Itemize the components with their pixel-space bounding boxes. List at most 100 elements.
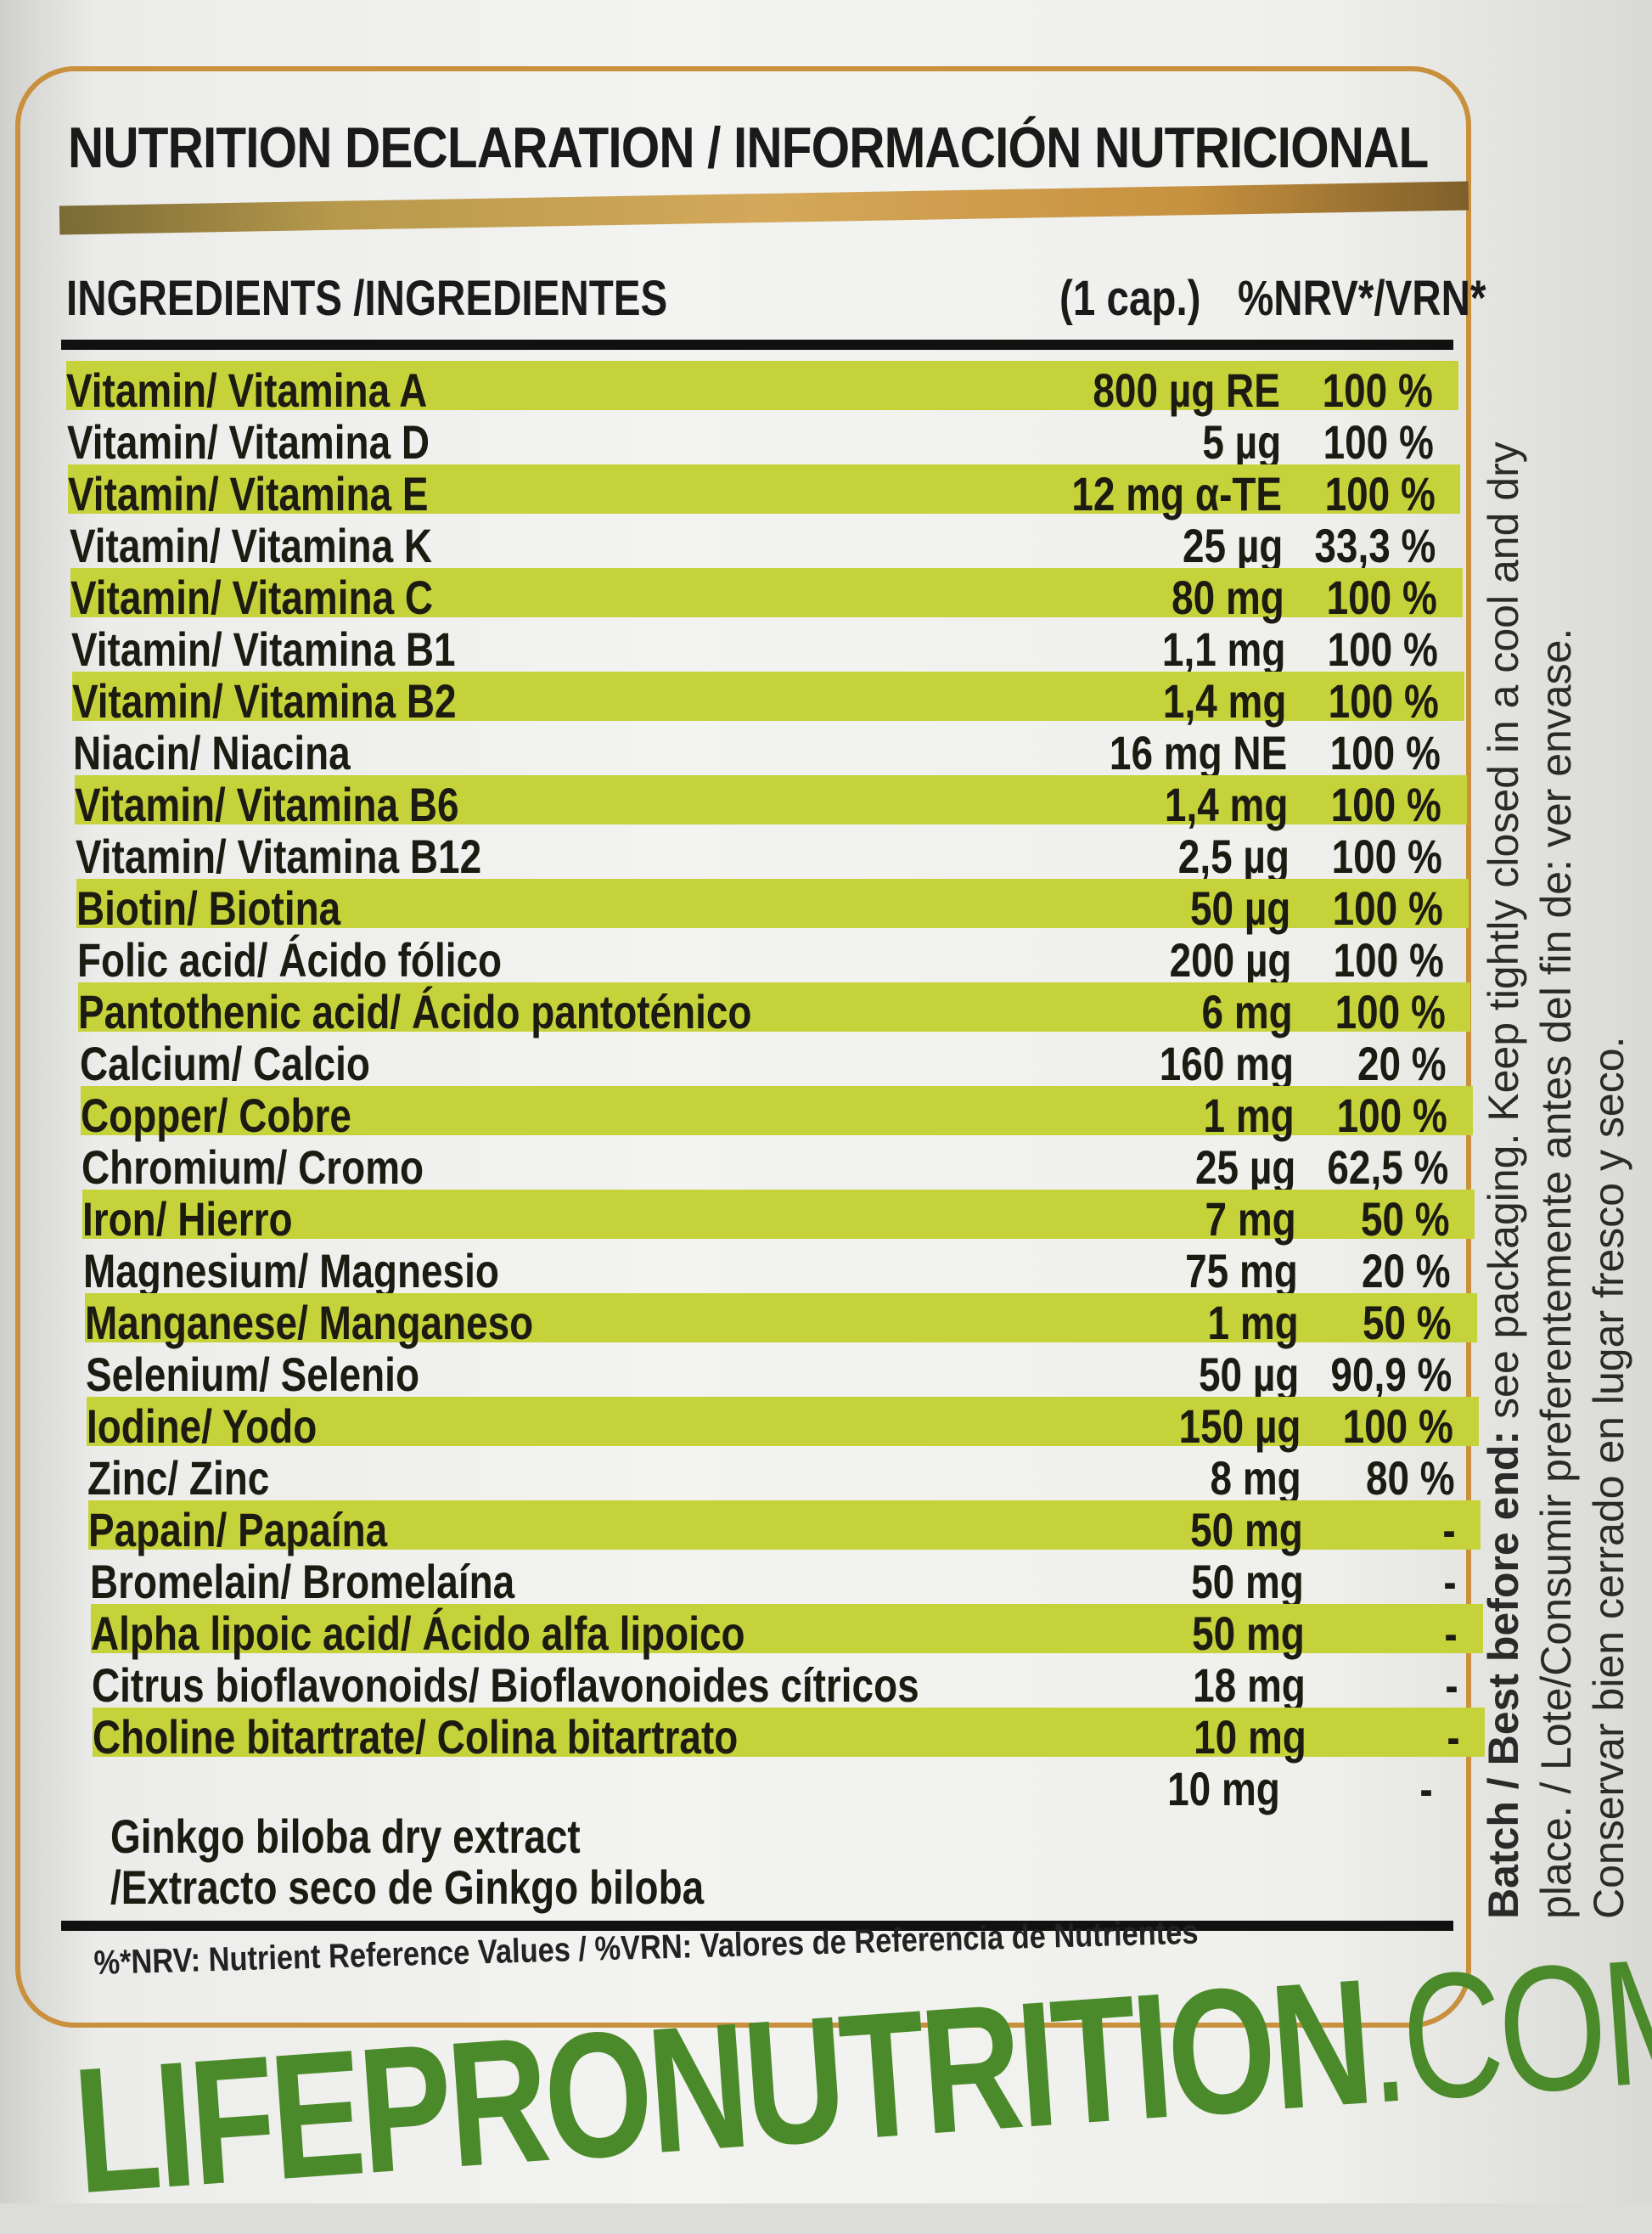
nutrient-nrv: - (1443, 1555, 1457, 1608)
nutrient-name: Citrus bioflavonoids/ Bioflavonoides cít… (92, 1658, 919, 1712)
nutrient-name: Iron/ Hierro (82, 1192, 293, 1246)
header-rule (61, 340, 1453, 350)
nutrient-amount: 2,5 µg (1177, 830, 1290, 883)
table-row: Vitamin/ Vitamina B2 1,4 mg 100 % (72, 672, 1465, 728)
nutrient-nrv: 20 % (1357, 1037, 1447, 1090)
nutrient-name: Zinc/ Zinc (87, 1451, 270, 1505)
nutrient-name: Copper/ Cobre (80, 1089, 351, 1142)
nutrient-nrv: 100 % (1322, 363, 1433, 417)
table-row: Iron/ Hierro 7 mg 50 % (82, 1190, 1475, 1246)
table-row: Zinc/ Zinc 8 mg 80 % (87, 1449, 1480, 1505)
nutrient-nrv: 90,9 % (1330, 1348, 1453, 1401)
nutrient-amount: 16 mg NE (1110, 726, 1288, 779)
nutrient-nrv: 100 % (1333, 933, 1445, 987)
table-row: Vitamin/ Vitamina E 12 mg α-TE 100 % (68, 464, 1461, 521)
table-row: Vitamin/ Vitamina B12 2,5 µg 100 % (76, 827, 1468, 883)
storage-instructions-en: see packaging. Keep tightly closed in a … (1480, 442, 1527, 1419)
nutrient-nrv: 100 % (1326, 571, 1437, 624)
table-row: Niacin/ Niacina 16 mg NE 100 % (73, 723, 1465, 779)
nutrient-amount: 150 µg (1178, 1399, 1301, 1453)
nutrient-nrv: 100 % (1332, 881, 1443, 935)
nutrient-amount: 10 mg (1194, 1710, 1307, 1764)
panel-title: NUTRITION DECLARATION / INFORMACIÓN NUTR… (68, 115, 1429, 180)
amount-header: (1 cap.) (1059, 271, 1201, 326)
table-row: Citrus bioflavonoids/ Bioflavonoides cít… (92, 1656, 1484, 1712)
nutrient-amount: 7 mg (1205, 1192, 1297, 1246)
nutrient-amount: 1,4 mg (1162, 674, 1287, 728)
side-line-2: place. / Lote/Consumir preferentemente a… (1532, 627, 1580, 1919)
nutrient-amount: 80 mg (1172, 571, 1284, 624)
nutrient-nrv: 80 % (1365, 1451, 1455, 1505)
nutrient-amount: 50 mg (1192, 1607, 1305, 1660)
nutrient-name: Vitamin/ Vitamina B1 (71, 622, 456, 676)
nutrient-name: Choline bitartrate/ Colina bitartrato (93, 1710, 739, 1764)
batch-storage-text: Batch / Best before end: see packaging. … (1477, 17, 1635, 1919)
nutrient-nrv: 100 % (1324, 467, 1436, 521)
nutrient-name: Pantothenic acid/ Ácido pantoténico (78, 985, 752, 1038)
nutrient-nrv: 62,5 % (1327, 1140, 1448, 1194)
nutrient-amount: 5 µg (1202, 415, 1282, 469)
nutrient-amount: 1 mg (1207, 1296, 1299, 1349)
nutrient-amount: 1 mg (1203, 1089, 1295, 1142)
nutrient-amount: 800 µg RE (1093, 363, 1280, 417)
nutrient-name: Vitamin/ Vitamina B12 (75, 830, 481, 883)
nutrient-amount: 1,4 mg (1165, 778, 1289, 831)
nutrient-amount: 50 mg (1189, 1503, 1303, 1556)
nutrient-amount: 25 µg (1194, 1140, 1295, 1194)
table-row: Iodine/ Yodo 150 µg 100 % (87, 1397, 1479, 1453)
table-row: Vitamin/ Vitamina C 80 mg 100 % (70, 568, 1463, 624)
nutrient-nrv: - (1446, 1710, 1460, 1764)
nutrient-nrv: - (1444, 1607, 1458, 1660)
nutrient-amount: 50 µg (1199, 1348, 1300, 1401)
nutrient-nrv: - (1445, 1658, 1458, 1712)
ginkgo-amount: 10 mg (1167, 1762, 1280, 1815)
nutrient-name: Magnesium/ Magnesio (83, 1244, 500, 1297)
nutrient-name: Papain/ Papaína (88, 1503, 388, 1556)
nutrient-name: Vitamin/ Vitamina B2 (72, 674, 457, 728)
table-row: Chromium/ Cromo 25 µg 62,5 % (81, 1138, 1474, 1194)
table-row: Vitamin/ Vitamina D 5 µg 100 % (67, 413, 1459, 469)
table-row: Choline bitartrate/ Colina bitartrato 10 … (93, 1708, 1486, 1764)
nutrient-nrv: 100 % (1327, 622, 1438, 676)
nutrient-name: Niacin/ Niacina (73, 726, 351, 779)
table-row: Vitamin/ Vitamina K 25 µg 33,3 % (70, 516, 1462, 572)
nutrient-name: Alpha lipoic acid/ Ácido alfa lipoico (90, 1607, 745, 1660)
nutrient-name: Vitamin/ Vitamina A (66, 363, 428, 417)
side-line-1: Batch / Best before end: see packaging. … (1477, 17, 1530, 1919)
table-row: Vitamin/ Vitamina B1 1,1 mg 100 % (71, 620, 1464, 676)
nutrient-name: Vitamin/ Vitamina E (68, 467, 429, 521)
footer-rule (61, 1921, 1453, 1931)
table-row: Vitamin/ Vitamina B6 1,4 mg 100 % (74, 775, 1467, 831)
nutrient-name: Vitamin/ Vitamina D (67, 415, 430, 469)
nutrient-name: Vitamin/ Vitamina K (69, 519, 432, 572)
table-row: Biotin/ Biotina 50 µg 100 % (76, 879, 1469, 935)
nutrient-amount: 50 mg (1190, 1555, 1304, 1608)
nutrient-amount: 1,1 mg (1161, 622, 1285, 676)
table-row: Selenium/ Selenio 50 µg 90,9 % (86, 1345, 1478, 1401)
nutrient-name: Iodine/ Yodo (87, 1399, 317, 1453)
nutrient-name: Bromelain/ Bromelaína (89, 1555, 514, 1608)
nutrient-nrv: 100 % (1342, 1399, 1453, 1453)
nutrient-nrv: 50 % (1362, 1296, 1452, 1349)
nutrient-nrv: - (1442, 1503, 1456, 1556)
nutrient-name: Calcium/ Calcio (79, 1037, 370, 1090)
nutrient-nrv: 33,3 % (1314, 519, 1436, 572)
table-row: Pantothenic acid/ Ácido pantoténico 6 mg 1… (78, 982, 1471, 1038)
brand-suffix: .COM (1361, 1916, 1652, 2141)
batch-label: Batch / Best before end: (1480, 1430, 1527, 1919)
table-row: Magnesium/ Magnesio 75 mg 20 % (83, 1241, 1475, 1297)
ginkgo-name-line2: /Extracto seco de Ginkgo biloba (110, 1860, 705, 1914)
nutrient-nrv: 100 % (1329, 726, 1441, 779)
nutrient-name: Biotin/ Biotina (76, 881, 341, 935)
nutrient-nrv: 100 % (1328, 674, 1440, 728)
table-row: Copper/ Cobre 1 mg 100 % (80, 1086, 1473, 1142)
nutrient-name: Vitamin/ Vitamina C (70, 571, 433, 624)
nutrient-nrv: 20 % (1361, 1244, 1451, 1297)
ginkgo-nrv: - (1419, 1762, 1433, 1815)
nutrient-nrv: 100 % (1335, 985, 1446, 1038)
nutrient-amount: 6 mg (1201, 985, 1293, 1038)
side-line-3: Conservar bien cerrado en lugar fresco y… (1585, 1036, 1632, 1919)
nutrient-amount: 8 mg (1211, 1451, 1302, 1505)
nutrient-amount: 12 mg α-TE (1071, 467, 1283, 521)
nrv-header: %NRV*/VRN* (1238, 271, 1486, 326)
